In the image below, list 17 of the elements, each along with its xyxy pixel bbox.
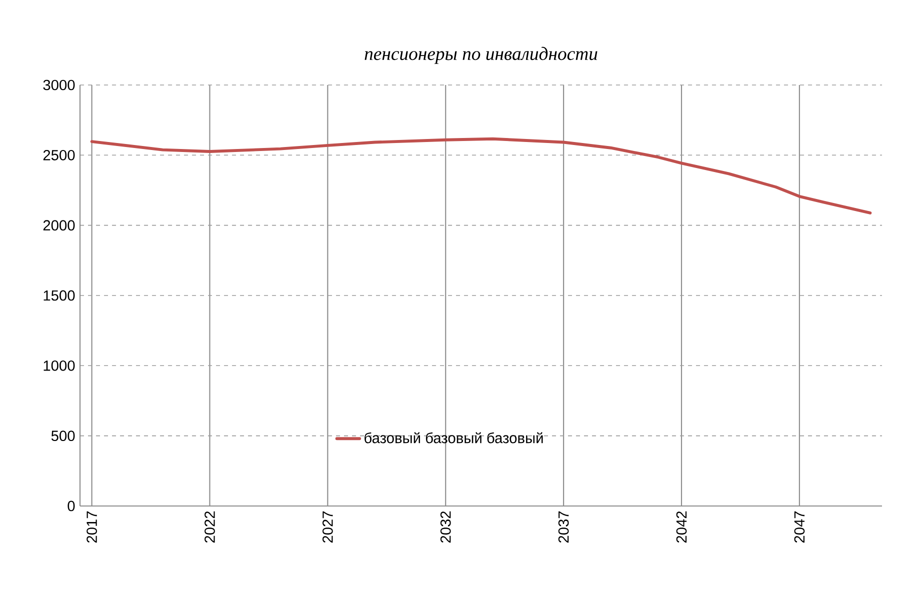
y-tick-label: 3000 bbox=[43, 80, 75, 90]
line-series bbox=[90, 137, 872, 214]
x-tick-label: 2032 bbox=[440, 511, 451, 543]
y-tick-label: 1500 bbox=[44, 290, 75, 301]
x-tick-label: 2042 bbox=[676, 511, 687, 543]
x-tick-label: 2027 bbox=[322, 511, 333, 543]
x-tick-label: 2022 bbox=[204, 511, 215, 543]
chart-title: пенсионеры по инвалидности bbox=[364, 46, 598, 64]
y-tick-label: 2500 bbox=[43, 150, 75, 160]
x-tick-label: 2017 bbox=[86, 511, 97, 543]
x-tick-label: 2047 bbox=[794, 511, 805, 543]
legend-label: базовый базовый базовый bbox=[364, 432, 543, 444]
y-tick-label: 0 bbox=[68, 500, 75, 512]
y-tick-label: 500 bbox=[51, 430, 75, 442]
y-tick-label: 2000 bbox=[43, 220, 75, 231]
x-tick-label: 2037 bbox=[558, 511, 569, 543]
y-tick-label: 1000 bbox=[44, 360, 75, 371]
